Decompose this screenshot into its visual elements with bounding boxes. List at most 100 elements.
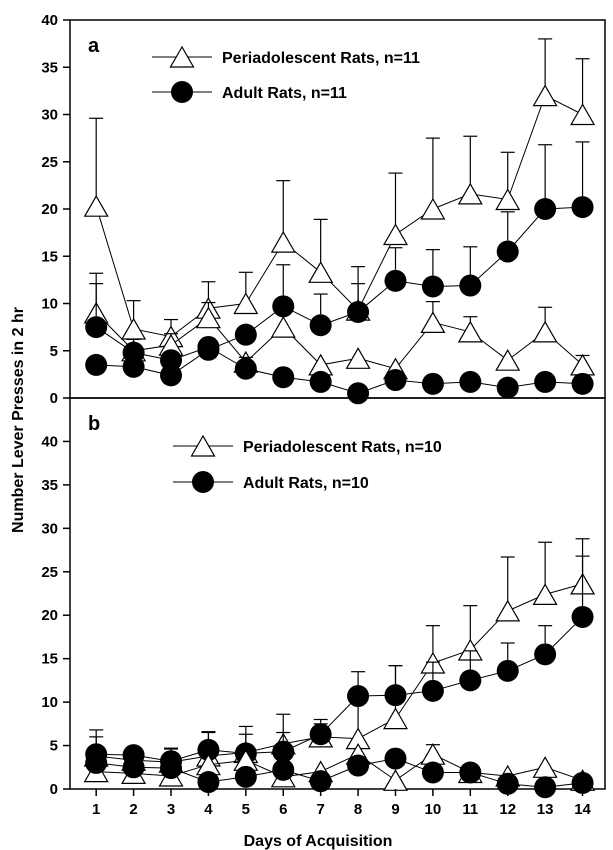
triangle-marker: [382, 223, 409, 246]
panel-a-frame: [69, 19, 606, 399]
circle-marker: [421, 275, 444, 298]
y-tick-label: 0: [50, 781, 58, 798]
y-tick-label: 10: [41, 694, 58, 711]
series-1-line: [96, 616, 583, 762]
circle-marker: [459, 669, 482, 692]
y-tick-label: 40: [41, 12, 58, 29]
legend-b-periadolescent-label: Periadolescent Rats, n=10: [243, 439, 442, 456]
circle-marker: [421, 679, 444, 702]
x-tick-label: 9: [391, 801, 399, 818]
x-tick-label: 1: [92, 801, 100, 818]
legend-a-periadolescent-label: Periadolescent Rats, n=11: [222, 50, 420, 67]
circle-marker: [309, 370, 332, 393]
triangle-marker: [495, 348, 521, 371]
circle-marker: [459, 761, 482, 784]
x-tick-label: 2: [129, 801, 137, 818]
triangle-marker: [83, 194, 109, 217]
y-tick-label: 10: [41, 296, 58, 313]
circle-marker: [272, 295, 295, 318]
y-tick-label: 25: [41, 154, 58, 171]
circle-marker: [197, 771, 220, 794]
x-tick-label: 14: [574, 801, 591, 818]
x-tick-label: 3: [167, 801, 175, 818]
circle-marker: [234, 765, 257, 788]
circle-marker: [534, 198, 557, 220]
triangle-marker: [420, 742, 446, 765]
panel-a-y-axis: 0 5 10 15 20 25 30 35 40: [41, 12, 70, 407]
triangle-marker: [121, 317, 147, 340]
circle-marker: [309, 770, 332, 793]
circle-marker: [85, 316, 108, 339]
series-0-line: [95, 94, 583, 338]
y-tick-label: 35: [41, 477, 58, 494]
y-tick-label: 5: [50, 738, 58, 755]
y-tick-label: 40: [41, 433, 58, 450]
triangle-marker: [420, 311, 446, 333]
circle-marker: [85, 751, 108, 774]
circle-marker: [459, 274, 482, 297]
y-tick-label: 30: [41, 520, 58, 537]
circle-marker: [272, 366, 295, 389]
y-tick-label: 30: [41, 107, 58, 124]
panel-b-frame: [69, 397, 606, 790]
circle-marker: [234, 357, 257, 380]
x-tick-label: 10: [425, 801, 442, 818]
triangle-marker: [495, 599, 521, 622]
triangle-marker: [532, 756, 558, 778]
x-axis-label: Days of Acquisition: [244, 833, 393, 850]
panel-a-label: a: [88, 35, 100, 57]
circle-marker: [197, 335, 220, 358]
circle-marker: [571, 771, 594, 794]
circle-marker: [571, 372, 594, 395]
x-tick-label: 8: [354, 801, 362, 818]
triangle-marker: [457, 182, 483, 205]
triangle-marker: [308, 261, 334, 283]
legend-b-periadolescent-triangle-marker: [190, 434, 216, 457]
panel-b-label: b: [88, 413, 100, 435]
circle-marker: [384, 684, 407, 707]
triangle-marker: [233, 292, 259, 315]
circle-marker: [197, 738, 220, 761]
circle-marker: [534, 776, 557, 799]
triangle-marker: [495, 188, 521, 211]
panel-b: b 0 5 10 15 20 25 30 35 40 Periadolescent Rats, …: [41, 397, 606, 799]
y-tick-label: 35: [41, 59, 58, 76]
circle-marker: [496, 240, 519, 263]
panel-a-data: [83, 38, 596, 405]
x-tick-label: 12: [499, 801, 516, 818]
panel-a: a 0 5 10 15 20 25 30 35 40 Periadolescent Rats, …: [41, 12, 606, 407]
circle-marker: [347, 685, 370, 708]
circle-marker: [160, 364, 183, 387]
circle-marker: [234, 323, 257, 346]
y-tick-label: 15: [41, 651, 58, 668]
triangle-marker: [195, 306, 221, 329]
triangle-marker: [270, 315, 296, 338]
y-tick-label: 25: [41, 564, 58, 581]
circle-marker: [384, 269, 407, 292]
circle-marker: [347, 754, 370, 777]
circle-marker: [421, 372, 444, 395]
circle-marker: [272, 740, 295, 763]
triangle-marker: [457, 320, 483, 343]
triangle-marker: [270, 230, 296, 253]
circle-marker: [534, 370, 557, 393]
triangle-marker: [382, 769, 409, 791]
triangle-marker: [532, 320, 558, 343]
circle-marker: [122, 341, 145, 364]
circle-marker: [459, 370, 482, 393]
x-tick-label: 13: [537, 801, 554, 818]
triangle-marker: [532, 84, 558, 107]
legend-a-adult-circle-marker: [171, 81, 193, 103]
circle-marker: [347, 382, 370, 405]
x-tick-label: 11: [462, 801, 478, 818]
circle-marker: [534, 643, 557, 666]
circle-marker: [122, 756, 145, 779]
circle-marker: [160, 349, 183, 372]
legend-b-adult-circle-marker: [192, 471, 214, 493]
legend-a-periadolescent-triangle-marker: [169, 45, 195, 68]
circle-marker: [347, 301, 370, 324]
panel-b-data: [83, 538, 596, 799]
y-tick-label: 20: [41, 607, 58, 624]
circle-marker: [571, 196, 594, 219]
circle-marker: [309, 314, 332, 337]
